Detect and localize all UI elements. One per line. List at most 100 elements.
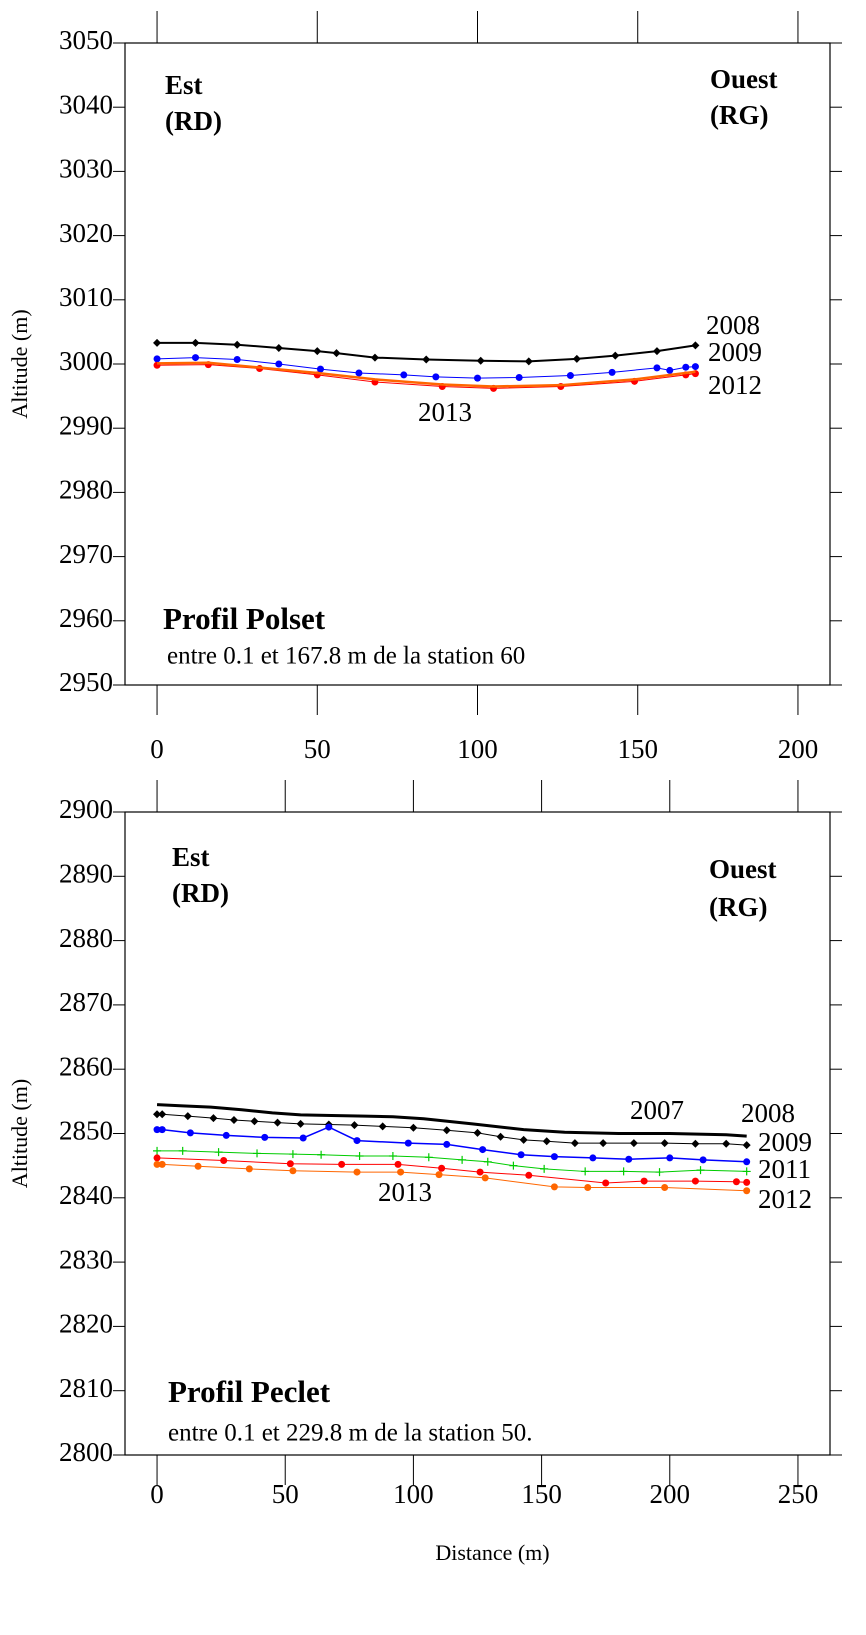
series-label: 2013 <box>418 397 472 427</box>
data-point <box>186 1129 194 1137</box>
data-point <box>153 1110 162 1119</box>
data-point <box>229 1115 238 1124</box>
series-line <box>157 357 696 379</box>
y-axis-label: Altitude (m) <box>7 309 32 418</box>
data-point <box>178 1146 187 1155</box>
data-point <box>584 1184 592 1192</box>
data-point <box>153 1126 161 1134</box>
y-tick-label: 2840 <box>59 1180 113 1210</box>
data-point <box>183 1112 192 1121</box>
y-tick-label: 2860 <box>59 1051 113 1081</box>
y-tick-label: 2870 <box>59 987 113 1017</box>
data-point <box>313 347 322 356</box>
data-point <box>652 347 661 356</box>
data-point <box>525 1171 533 1179</box>
data-point <box>338 1160 346 1168</box>
side-annotation: Ouest <box>710 64 778 94</box>
data-point <box>245 1165 253 1173</box>
data-point <box>316 365 324 373</box>
data-point <box>296 1119 305 1128</box>
side-annotation: Ouest <box>709 854 777 884</box>
data-point <box>691 341 700 350</box>
data-point <box>394 1160 402 1168</box>
side-annotation: (RG) <box>709 892 767 922</box>
data-point <box>158 1110 167 1119</box>
data-point <box>682 363 690 371</box>
data-point <box>542 1137 551 1146</box>
y-tick-label: 2980 <box>59 475 113 505</box>
data-point <box>422 355 431 364</box>
data-point <box>524 357 533 366</box>
data-point <box>438 1164 446 1172</box>
data-point <box>378 1122 387 1131</box>
data-point <box>608 368 616 376</box>
data-point <box>317 1150 326 1159</box>
x-tick-label: 150 <box>617 734 658 764</box>
data-point <box>353 1168 361 1176</box>
data-point <box>742 1167 751 1176</box>
panel-title: Profil Peclet <box>168 1374 331 1409</box>
data-point <box>743 1187 751 1195</box>
series-line <box>157 1126 747 1163</box>
data-point <box>442 1126 451 1135</box>
side-annotation: (RG) <box>710 100 768 130</box>
data-point <box>550 1183 558 1191</box>
panel: 2800 2810 2820 2830 2840 2850 2860 2870 2880 2890… <box>7 780 842 1565</box>
data-point <box>655 1168 664 1177</box>
y-tick-label: 2820 <box>59 1309 113 1339</box>
data-point <box>153 1160 161 1168</box>
data-point <box>732 1178 740 1186</box>
x-tick-label: 0 <box>150 734 164 764</box>
data-point <box>581 1167 590 1176</box>
data-point <box>273 1118 282 1127</box>
data-point <box>640 1177 648 1185</box>
data-point <box>443 1140 451 1148</box>
data-point <box>355 1152 364 1161</box>
data-point <box>743 1178 751 1186</box>
data-point <box>299 1134 307 1142</box>
x-tick-label: 0 <box>150 1479 164 1509</box>
data-point <box>722 1139 731 1148</box>
data-point <box>153 1146 162 1155</box>
data-point <box>220 1157 228 1165</box>
y-tick-label: 2880 <box>59 923 113 953</box>
data-point <box>233 356 241 364</box>
data-point <box>589 1154 597 1162</box>
data-point <box>458 1155 467 1164</box>
y-tick-label: 2950 <box>59 667 113 697</box>
y-tick-label: 2990 <box>59 410 113 440</box>
data-point <box>209 1114 218 1123</box>
data-point <box>691 1139 700 1148</box>
data-point <box>253 1149 262 1158</box>
data-point <box>666 1154 674 1162</box>
data-point <box>602 1179 610 1187</box>
data-point <box>479 1146 487 1154</box>
series-label: 2009 <box>708 337 762 367</box>
data-point <box>699 1156 707 1164</box>
data-point <box>496 1132 505 1141</box>
data-point <box>286 1160 294 1168</box>
data-point <box>288 1150 297 1159</box>
data-point <box>519 1135 528 1144</box>
side-annotation: Est <box>165 70 203 100</box>
data-point <box>691 363 699 371</box>
side-annotation: Est <box>172 842 210 872</box>
data-point <box>350 1121 359 1130</box>
data-point <box>476 356 485 365</box>
series-line <box>157 341 696 363</box>
x-tick-label: 250 <box>778 1479 819 1509</box>
y-tick-label: 3010 <box>59 282 113 312</box>
x-tick-label: 150 <box>521 1479 562 1509</box>
data-point <box>570 1139 579 1148</box>
x-tick-label: 50 <box>272 1479 299 1509</box>
data-point <box>332 349 341 358</box>
data-point <box>233 340 242 349</box>
panel-subtitle: entre 0.1 et 229.8 m de la station 50. <box>168 1420 533 1447</box>
series-label: 2008 <box>706 310 760 340</box>
series-line <box>157 1163 747 1192</box>
data-point <box>397 1168 405 1176</box>
data-point <box>404 1139 412 1147</box>
series-label: 2012 <box>758 1184 812 1214</box>
data-point <box>192 354 199 362</box>
data-point <box>691 1177 699 1185</box>
